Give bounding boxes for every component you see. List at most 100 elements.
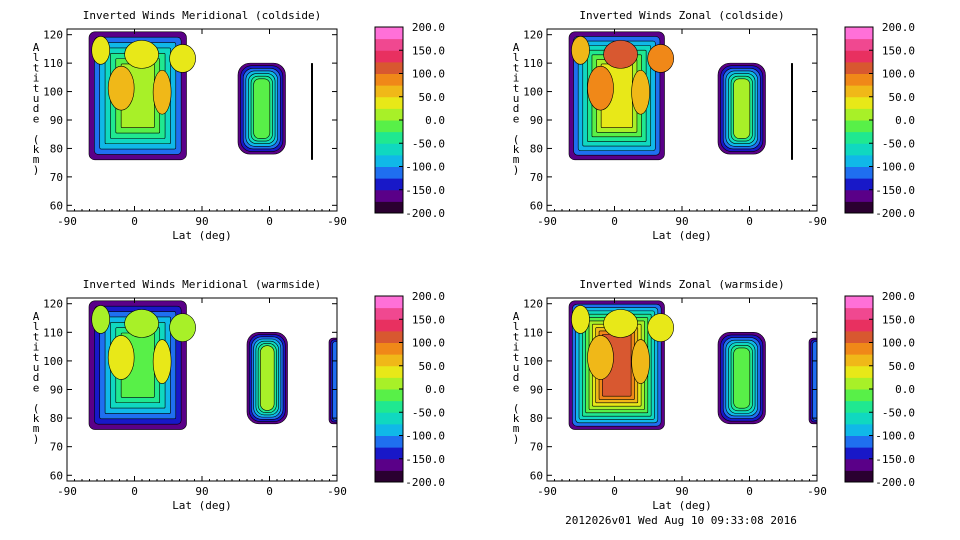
colorbar-tick-label: 150.0 bbox=[412, 313, 445, 326]
colorbar-tick-label: -200.0 bbox=[875, 207, 915, 220]
y-tick-label: 70 bbox=[530, 171, 543, 184]
colorbar-swatch bbox=[375, 330, 403, 343]
contour-cell bbox=[587, 65, 614, 111]
contour-cell bbox=[107, 335, 135, 380]
colorbar-swatch bbox=[845, 143, 873, 156]
colorbar-swatch bbox=[845, 296, 873, 309]
colorbar-swatch bbox=[845, 61, 873, 74]
contour-cell bbox=[107, 65, 135, 111]
colorbar-swatch bbox=[845, 120, 873, 133]
chart-panel-1: -90 0 90 0 -90 60 70 80 90 100 110 120 Inverted Wind… bbox=[33, 9, 445, 242]
colorbar-swatch bbox=[375, 85, 403, 98]
colorbar-swatch bbox=[375, 189, 403, 202]
y-tick-label: 80 bbox=[530, 412, 543, 425]
colorbar-tick-label: 100.0 bbox=[882, 68, 915, 81]
y-tick-label: 120 bbox=[523, 298, 543, 311]
y-tick-label: 120 bbox=[43, 298, 63, 311]
colorbar-tick-label: -150.0 bbox=[405, 184, 445, 197]
colorbar-tick-label: 200.0 bbox=[412, 290, 445, 303]
colorbar-tick-label: -100.0 bbox=[405, 430, 445, 443]
colorbar-swatch bbox=[845, 96, 873, 109]
y-tick-label: 80 bbox=[530, 142, 543, 155]
y-tick-label: 110 bbox=[523, 326, 543, 339]
colorbar-swatch bbox=[375, 447, 403, 460]
contour-cell bbox=[587, 335, 614, 380]
y-tick-label: 100 bbox=[43, 86, 63, 99]
colorbar-swatch bbox=[375, 73, 403, 86]
x-tick-label: 0 bbox=[131, 485, 138, 498]
colorbar-tick-label: -100.0 bbox=[875, 430, 915, 443]
colorbar-tick-label: -50.0 bbox=[412, 406, 445, 419]
colorbar-swatch bbox=[375, 166, 403, 179]
colorbar-swatch bbox=[375, 389, 403, 402]
colorbar-swatch bbox=[375, 154, 403, 167]
colorbar-tick-label: -200.0 bbox=[405, 207, 445, 220]
x-tick-label: -90 bbox=[57, 485, 77, 498]
colorbar-tick-label: -50.0 bbox=[412, 137, 445, 150]
colorbar-swatch bbox=[375, 412, 403, 425]
contour-field bbox=[88, 300, 337, 430]
colorbar-swatch bbox=[375, 120, 403, 133]
colorbar: 200.0 150.0 100.0 50.0 0.0 -50.0 -100.0 -150.0 -… bbox=[844, 21, 915, 220]
colorbar-swatch bbox=[845, 400, 873, 413]
x-tick-label: 0 bbox=[746, 485, 753, 498]
x-tick-label: 90 bbox=[195, 215, 208, 228]
contour-cell bbox=[152, 339, 172, 384]
x-tick-label: -90 bbox=[537, 485, 557, 498]
colorbar-swatch bbox=[845, 50, 873, 63]
chart-panel-2: -90 0 90 0 -90 60 70 80 90 100 110 120 Inverted Wind… bbox=[513, 9, 915, 242]
colorbar-swatch bbox=[845, 27, 873, 40]
colorbar-tick-label: -150.0 bbox=[875, 453, 915, 466]
y-tick-label: 90 bbox=[50, 114, 63, 127]
colorbar-swatch bbox=[845, 423, 873, 436]
chart-panel-4: -90 0 90 0 -90 60 70 80 90 100 110 120 Inverted Wind… bbox=[513, 278, 915, 512]
x-tick-label: -90 bbox=[807, 485, 827, 498]
x-tick-label: 90 bbox=[675, 215, 688, 228]
colorbar-swatch bbox=[845, 85, 873, 98]
colorbar-swatch bbox=[375, 342, 403, 355]
colorbar-swatch bbox=[845, 38, 873, 51]
colorbar-tick-label: 0.0 bbox=[425, 383, 445, 396]
colorbar-swatch bbox=[375, 458, 403, 471]
contour-cell bbox=[631, 339, 650, 384]
x-axis-label: Lat (deg) bbox=[652, 229, 712, 242]
y-tick-label: 110 bbox=[43, 57, 63, 70]
y-tick-label: 90 bbox=[530, 114, 543, 127]
chart-title: Inverted Winds Zonal (coldside) bbox=[579, 9, 784, 22]
y-tick-label: 90 bbox=[530, 384, 543, 397]
colorbar-swatch bbox=[845, 108, 873, 121]
x-tick-label: 0 bbox=[746, 215, 753, 228]
colorbar-tick-label: 100.0 bbox=[412, 337, 445, 350]
chart-title: Inverted Winds Meridional (coldside) bbox=[83, 9, 321, 22]
x-tick-label: -90 bbox=[327, 485, 347, 498]
y-tick-label: 60 bbox=[50, 469, 63, 482]
x-tick-label: 0 bbox=[611, 215, 618, 228]
colorbar-tick-label: 150.0 bbox=[882, 313, 915, 326]
chart-title: Inverted Winds Zonal (warmside) bbox=[579, 278, 784, 291]
contour-cell bbox=[124, 309, 159, 338]
x-tick-label: 0 bbox=[266, 485, 273, 498]
colorbar-swatch bbox=[845, 73, 873, 86]
colorbar-swatch bbox=[375, 61, 403, 74]
footer-timestamp: 2012026v01 Wed Aug 10 09:33:08 2016 bbox=[565, 514, 797, 527]
colorbar-swatch bbox=[845, 458, 873, 471]
colorbar-swatch bbox=[375, 423, 403, 436]
colorbar-swatch bbox=[845, 131, 873, 144]
colorbar-tick-label: 50.0 bbox=[419, 91, 446, 104]
colorbar-swatch bbox=[375, 108, 403, 121]
colorbar-tick-label: 0.0 bbox=[895, 383, 915, 396]
colorbar-swatch bbox=[375, 27, 403, 40]
colorbar-tick-label: -150.0 bbox=[405, 453, 445, 466]
contour-cell bbox=[571, 35, 590, 65]
middle-region-level-6 bbox=[733, 347, 751, 409]
colorbar-swatch bbox=[845, 201, 873, 214]
x-axis-label: Lat (deg) bbox=[172, 499, 232, 512]
colorbar-swatch bbox=[375, 400, 403, 413]
colorbar-swatch bbox=[375, 435, 403, 448]
contour-cell bbox=[169, 313, 196, 342]
contour-field bbox=[568, 31, 793, 161]
y-tick-label: 70 bbox=[530, 441, 543, 454]
colorbar-tick-label: 200.0 bbox=[412, 21, 445, 34]
contour-cell bbox=[571, 305, 590, 334]
contour-cell bbox=[647, 313, 674, 342]
